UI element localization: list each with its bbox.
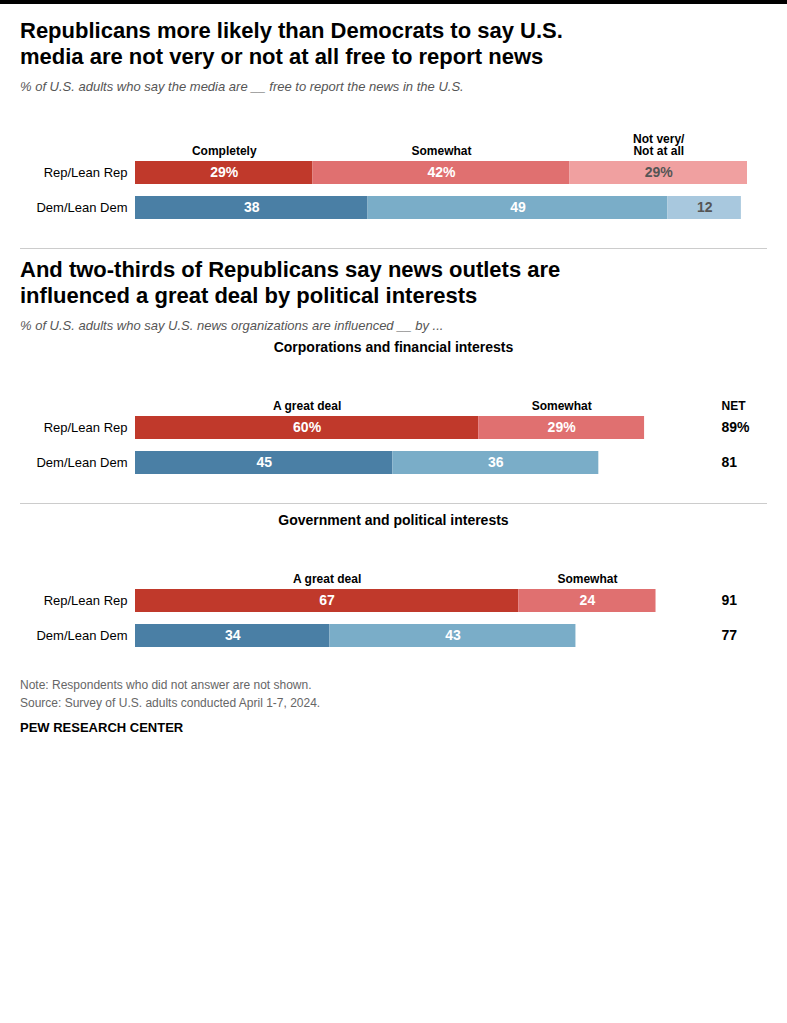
svg-text:60%: 60% [293,419,322,435]
svg-text:Not very/Not at all: Not very/Not at all [633,132,685,158]
html-text:% of U.S. adults who say U.S.: % of U.S. adults who say U.S. news organ… [20,317,444,333]
svg-text:42%: 42% [427,164,456,180]
svg-text:Somewhat: Somewhat [532,399,592,413]
svg-text:Completely: Completely [192,144,257,158]
svg-text:38: 38 [244,199,260,215]
svg-text:91: 91 [722,592,738,608]
html-text:Government and political inter: Government and political interests [278,511,509,528]
svg-text:Dem/Lean Dem: Dem/Lean Dem [36,455,127,470]
html-text:And two-thirds of Republicans: And two-thirds of Republicans say news o… [20,256,561,309]
svg-text:45: 45 [256,454,272,470]
html-text:PEW RESEARCH CENTER: PEW RESEARCH CENTER [20,719,184,735]
svg-text:Rep/Lean Rep: Rep/Lean Rep [44,165,128,180]
html-text:Note: Respondents who did not: Note: Respondents who did not answer are… [20,677,321,710]
svg-text:43: 43 [445,627,461,643]
svg-text:A great deal: A great deal [293,572,361,586]
svg-text:49: 49 [510,199,526,215]
html-text:Republicans more likely than D: Republicans more likely than Democrats t… [20,18,563,70]
svg-text:Dem/Lean Dem: Dem/Lean Dem [36,628,127,643]
svg-text:89%: 89% [722,419,751,435]
svg-text:67: 67 [319,592,335,608]
svg-text:29%: 29% [210,164,239,180]
svg-text:NET: NET [722,399,747,413]
svg-text:34: 34 [225,627,241,643]
svg-text:Somewhat: Somewhat [557,572,617,586]
html-text:% of U.S. adults who say the m: % of U.S. adults who say the media are _… [20,78,464,94]
svg-text:Rep/Lean Rep: Rep/Lean Rep [44,420,128,435]
svg-text:81: 81 [722,454,738,470]
svg-text:Somewhat: Somewhat [411,144,471,158]
svg-text:Dem/Lean Dem: Dem/Lean Dem [36,200,127,215]
svg-text:12: 12 [697,199,713,215]
svg-text:Rep/Lean Rep: Rep/Lean Rep [44,593,128,608]
svg-text:29%: 29% [548,419,577,435]
html-text:Corporations and financial int: Corporations and financial interests [273,338,514,355]
svg-text:A great deal: A great deal [273,399,341,413]
svg-text:77: 77 [722,627,738,643]
svg-text:29%: 29% [645,164,674,180]
svg-text:36: 36 [488,454,504,470]
svg-text:24: 24 [580,592,596,608]
